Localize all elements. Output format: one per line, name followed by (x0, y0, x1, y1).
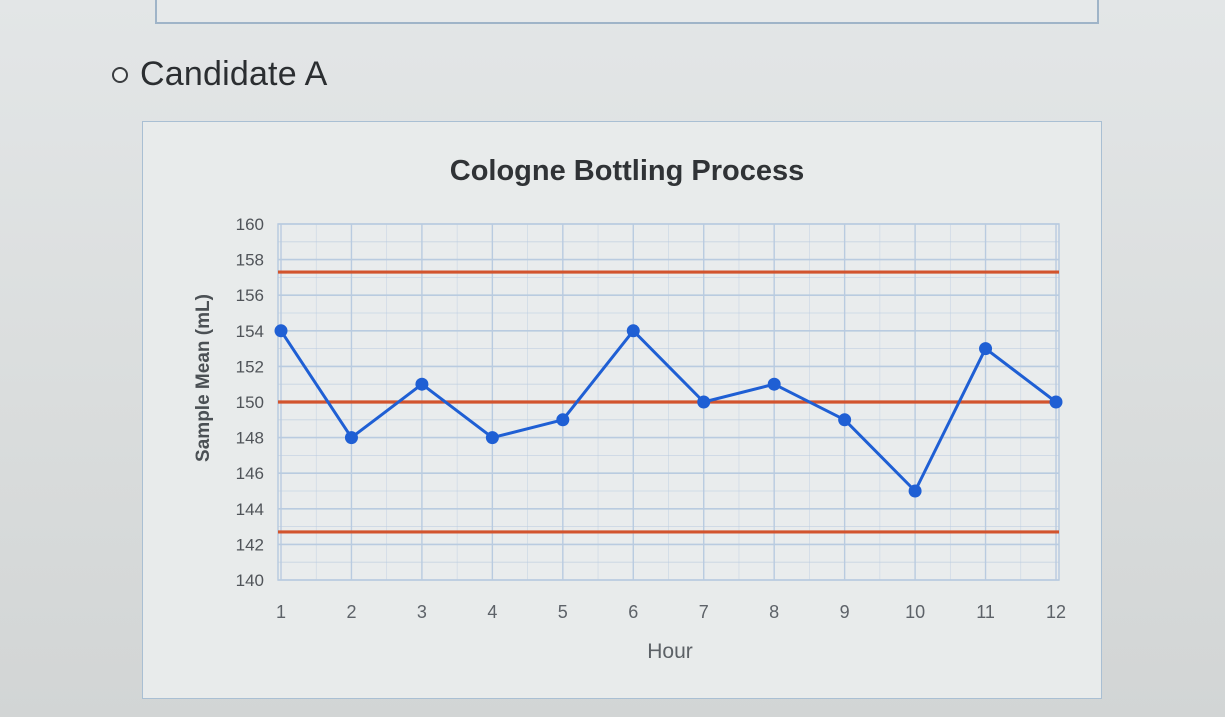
data-point (979, 342, 993, 356)
x-tick-label: 11 (976, 602, 995, 622)
x-tick-label: 5 (558, 602, 568, 622)
x-tick-label: 3 (417, 602, 427, 622)
x-tick-label: 4 (487, 602, 497, 622)
x-axis-label: Hour (647, 640, 693, 663)
x-tick-label: 8 (769, 602, 779, 622)
x-tick-label: 12 (1046, 602, 1066, 622)
y-tick-label: 140 (236, 571, 264, 590)
data-point (626, 324, 640, 338)
y-tick-label: 148 (236, 429, 264, 448)
previous-answer-box (155, 0, 1099, 24)
y-axis-label: Sample Mean (mL) (193, 294, 214, 462)
y-tick-label: 144 (236, 500, 264, 519)
y-tick-label: 152 (236, 357, 264, 376)
data-point (767, 377, 781, 391)
x-tick-label: 1 (276, 602, 286, 622)
data-point (415, 377, 429, 391)
option-candidate-a[interactable]: Candidate A (112, 52, 327, 96)
data-point (1049, 395, 1063, 409)
x-tick-label: 7 (699, 602, 709, 622)
data-point (485, 431, 499, 445)
option-label: Candidate A (140, 54, 328, 93)
data-point (344, 431, 358, 445)
chart-title: Cologne Bottling Process (450, 155, 804, 187)
y-tick-label: 142 (236, 535, 264, 554)
x-tick-label: 9 (840, 602, 850, 622)
chart-svg: Cologne Bottling Process Sample Mean (mL… (193, 155, 1066, 663)
y-tick-label: 150 (236, 393, 264, 412)
x-tick-label: 2 (346, 602, 356, 622)
y-tick-label: 154 (236, 322, 264, 341)
data-point (908, 484, 922, 498)
y-tick-label: 160 (236, 215, 264, 234)
series-line (279, 329, 1057, 493)
x-tick-label: 10 (905, 602, 925, 622)
data-point (274, 324, 288, 338)
data-point (838, 413, 852, 427)
chart-container: Cologne Bottling Process Sample Mean (mL… (142, 121, 1102, 699)
radio-button-icon[interactable] (112, 67, 128, 83)
y-tick-label: 156 (236, 286, 264, 305)
data-point (556, 413, 570, 427)
data-point (697, 395, 711, 409)
x-tick-label: 6 (628, 602, 638, 622)
y-tick-label: 146 (236, 464, 264, 483)
y-tick-label: 158 (236, 251, 264, 270)
